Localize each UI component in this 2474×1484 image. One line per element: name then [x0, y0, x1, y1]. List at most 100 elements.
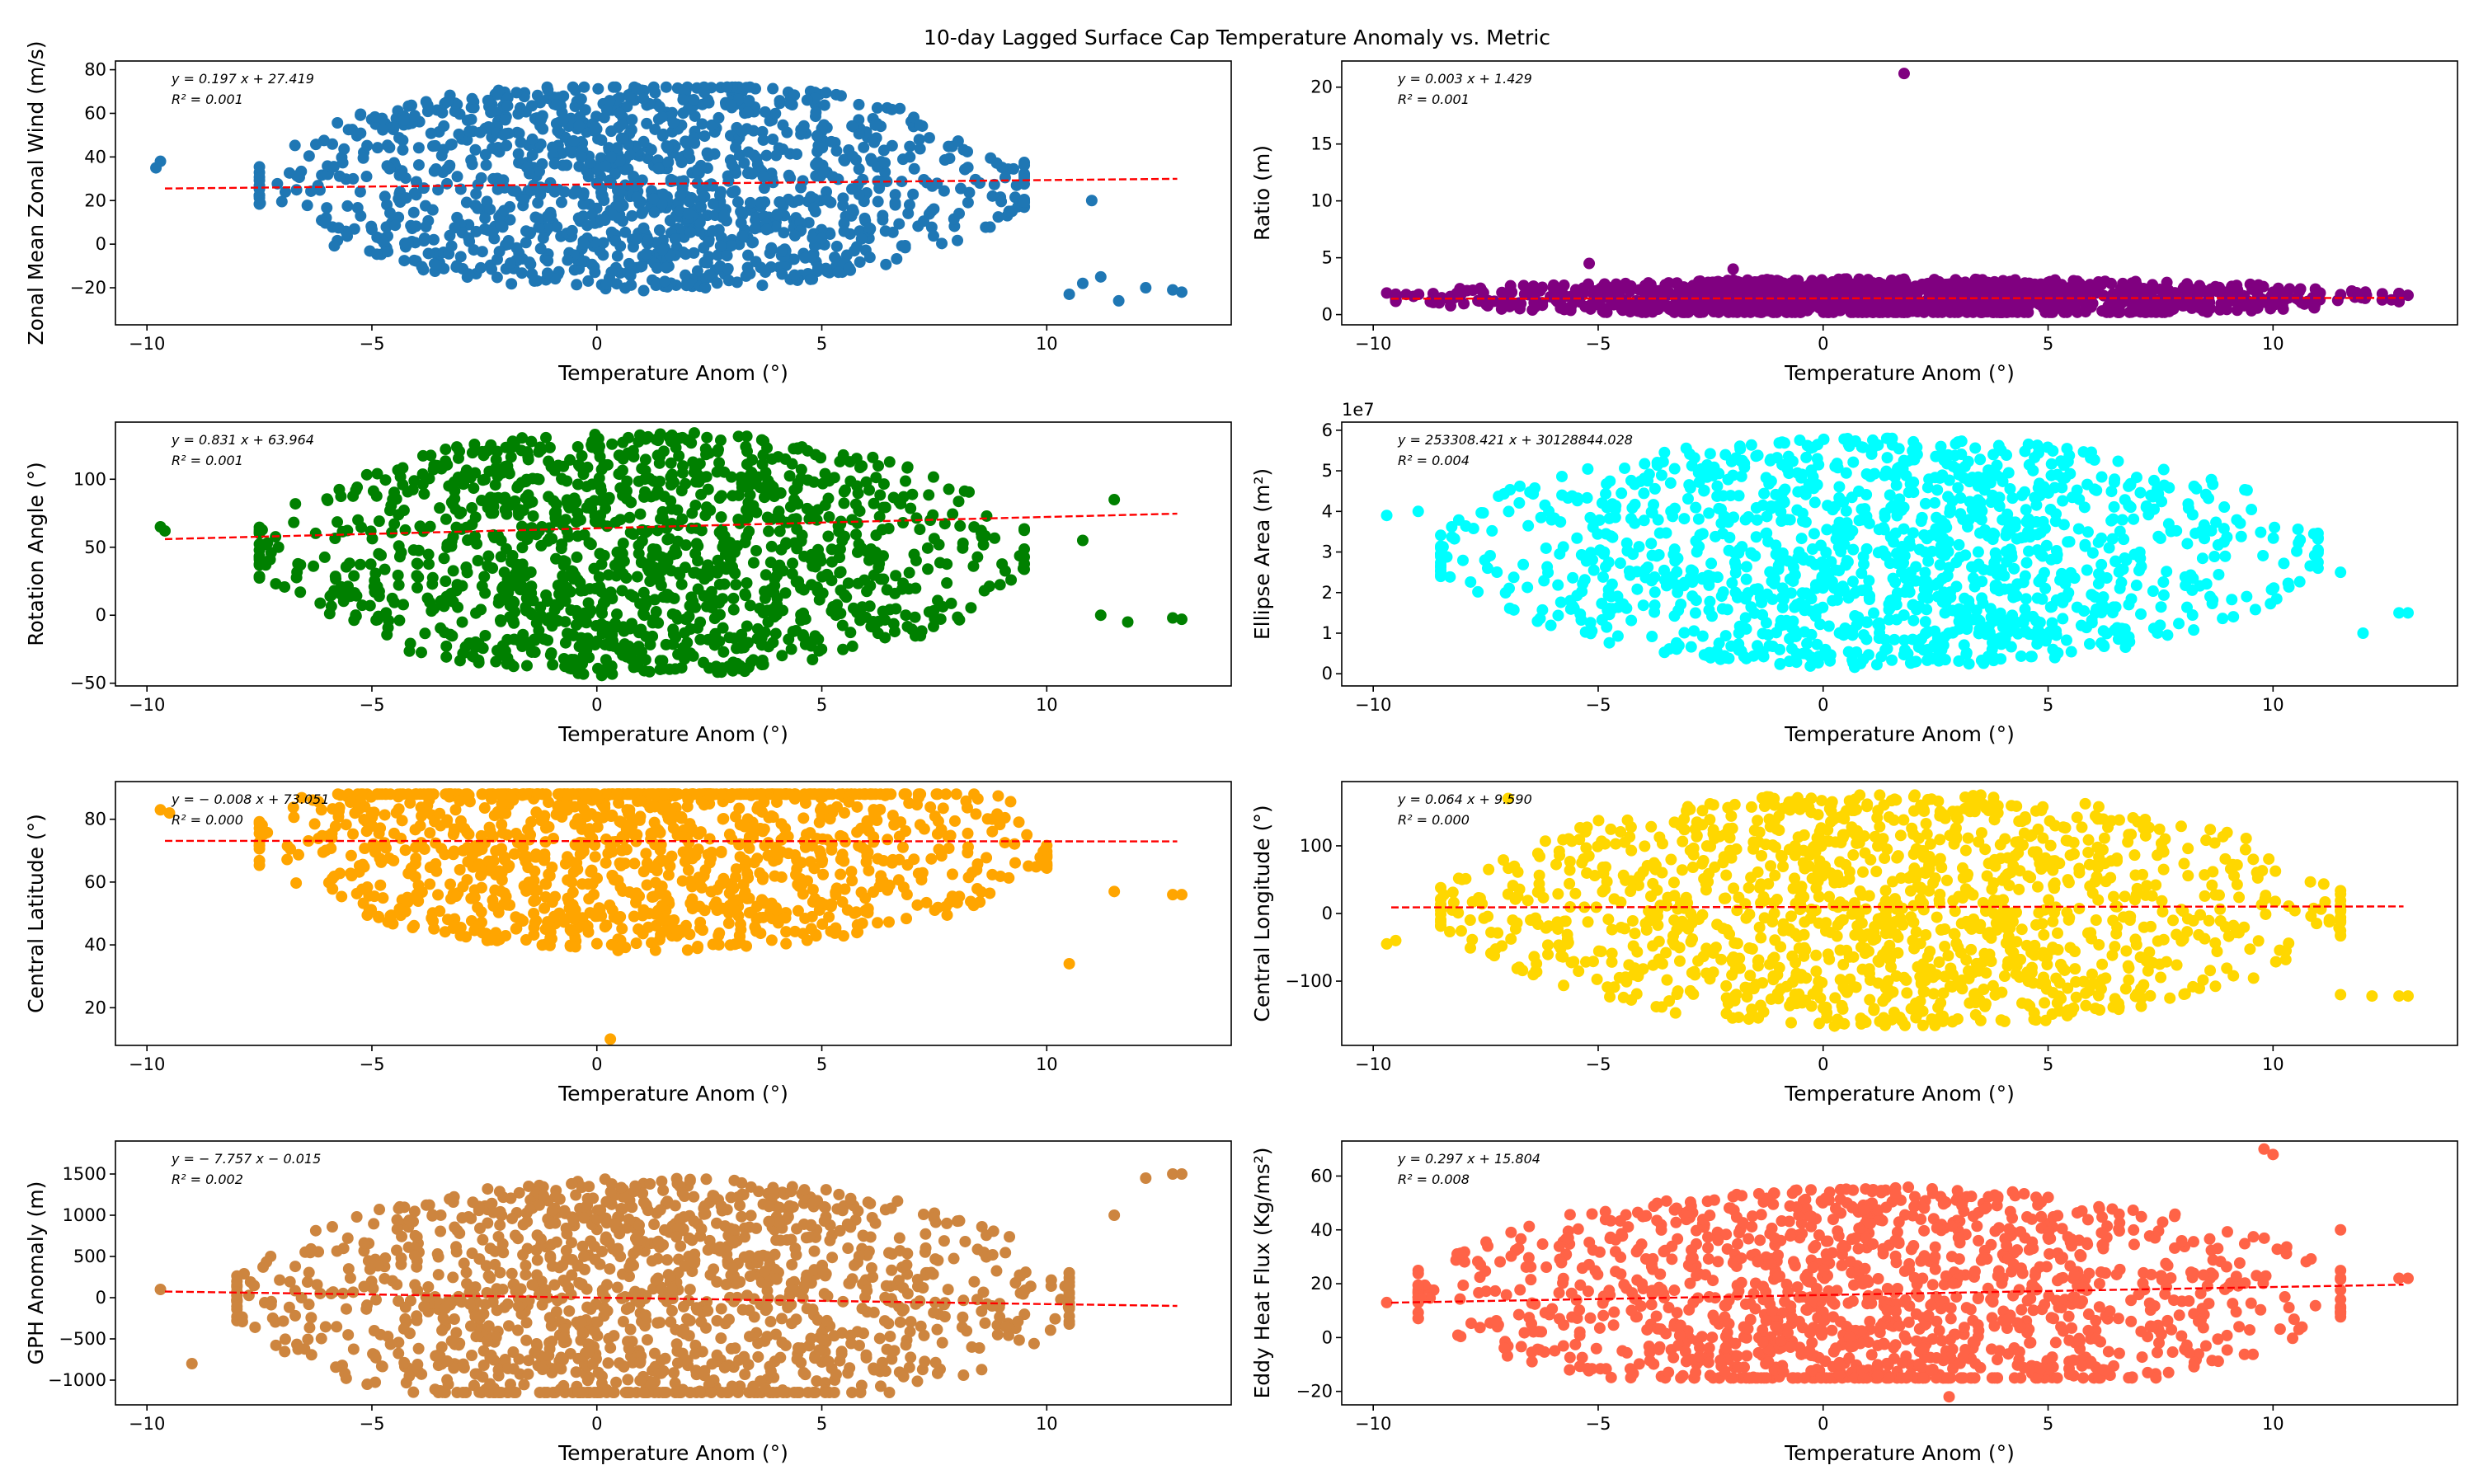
scatter-point — [644, 638, 656, 650]
scatter-point — [1122, 616, 1134, 628]
scatter-point — [541, 267, 553, 279]
scatter-point — [668, 477, 680, 489]
scatter-point — [1976, 592, 1988, 604]
scatter-point — [581, 617, 593, 629]
scatter-point — [750, 256, 762, 268]
scatter-point — [736, 125, 749, 138]
scatter-point — [1484, 549, 1496, 561]
scatter-point — [567, 629, 580, 641]
scatter-point — [575, 93, 587, 106]
scatter-point — [2122, 286, 2134, 298]
scatter-point — [1735, 470, 1747, 482]
scatter-point — [387, 493, 399, 505]
scatter-point — [261, 537, 274, 549]
scatter-point — [422, 548, 435, 561]
scatter-point — [2114, 582, 2126, 594]
scatter-point — [426, 571, 439, 584]
scatter-point — [440, 650, 453, 663]
scatter-point — [1868, 607, 1880, 619]
scatter-point — [661, 591, 673, 603]
scatter-point — [832, 266, 844, 279]
scatter-point — [783, 193, 795, 205]
scatter-point — [783, 169, 795, 181]
scatter-point — [460, 464, 473, 477]
scatter-point — [784, 500, 797, 513]
scatter-point — [653, 101, 666, 113]
scatter-point — [382, 246, 394, 258]
scatter-point — [2152, 627, 2164, 639]
scatter-point — [571, 530, 584, 542]
scatter-point — [626, 114, 638, 126]
scatter-point — [570, 619, 582, 632]
scatter-point — [1687, 572, 1700, 585]
scatter-point — [535, 539, 548, 552]
scatter-point — [1919, 616, 1931, 628]
scatter-point — [417, 525, 430, 538]
scatter-point — [624, 148, 637, 161]
scatter-point — [1545, 619, 1557, 632]
scatter-point — [1918, 528, 1931, 541]
scatter-point — [1790, 656, 1803, 669]
scatter-point — [1818, 433, 1830, 445]
scatter-point — [770, 608, 783, 621]
scatter-point — [680, 248, 692, 261]
scatter-point — [2293, 575, 2306, 588]
scatter-point — [518, 194, 530, 206]
scatter-point — [559, 636, 571, 649]
scatter-point — [691, 164, 703, 176]
scatter-point — [765, 540, 778, 552]
scatter-point — [663, 431, 675, 444]
scatter-point — [1916, 511, 1928, 524]
scatter-point — [1140, 282, 1152, 294]
scatter-point — [863, 484, 876, 496]
scatter-point — [558, 186, 571, 198]
scatter-point — [1581, 491, 1593, 504]
scatter-point — [1847, 456, 1860, 468]
scatter-point — [990, 157, 1003, 169]
scatter-point — [1472, 585, 1484, 598]
scatter-point — [600, 654, 612, 666]
scatter-point — [749, 223, 761, 235]
scatter-point — [870, 546, 882, 558]
scatter-point — [701, 431, 713, 444]
scatter-point — [815, 452, 827, 464]
scatter-point — [441, 458, 454, 471]
scatter-point — [867, 451, 879, 463]
scatter-point — [479, 212, 492, 224]
scatter-point — [716, 662, 728, 674]
scatter-point — [327, 138, 339, 150]
scatter-point — [422, 558, 435, 571]
scatter-point — [895, 497, 907, 510]
scatter-point — [647, 542, 659, 555]
scatter-point — [1876, 279, 1888, 292]
scatter-point — [1435, 571, 1447, 583]
scatter-point — [701, 147, 713, 159]
scatter-point — [1614, 557, 1626, 570]
scatter-point — [567, 573, 580, 585]
scatter-point — [473, 637, 485, 650]
scatter-point — [421, 99, 434, 111]
scatter-point — [827, 171, 840, 183]
scatter-point — [1460, 520, 1472, 533]
scatter-point — [482, 444, 495, 456]
scatter-point — [745, 167, 758, 180]
scatter-point — [351, 481, 364, 494]
scatter-point — [1967, 572, 1979, 585]
scatter-point — [2088, 453, 2100, 466]
scatter-point — [482, 120, 495, 133]
scatter-point — [652, 162, 665, 175]
scatter-point — [2008, 562, 2020, 575]
scatter-point — [656, 663, 669, 675]
scatter-point — [426, 204, 439, 216]
scatter-point — [869, 119, 882, 131]
scatter-point — [1922, 555, 1935, 567]
scatter-point — [631, 571, 643, 583]
scatter-point — [1847, 543, 1860, 556]
scatter-point — [504, 657, 516, 669]
scatter-point — [1536, 281, 1549, 294]
scatter-point — [848, 245, 860, 257]
scatter-point — [1733, 490, 1745, 502]
scatter-point — [1986, 294, 1998, 306]
scatter-point — [416, 468, 429, 481]
